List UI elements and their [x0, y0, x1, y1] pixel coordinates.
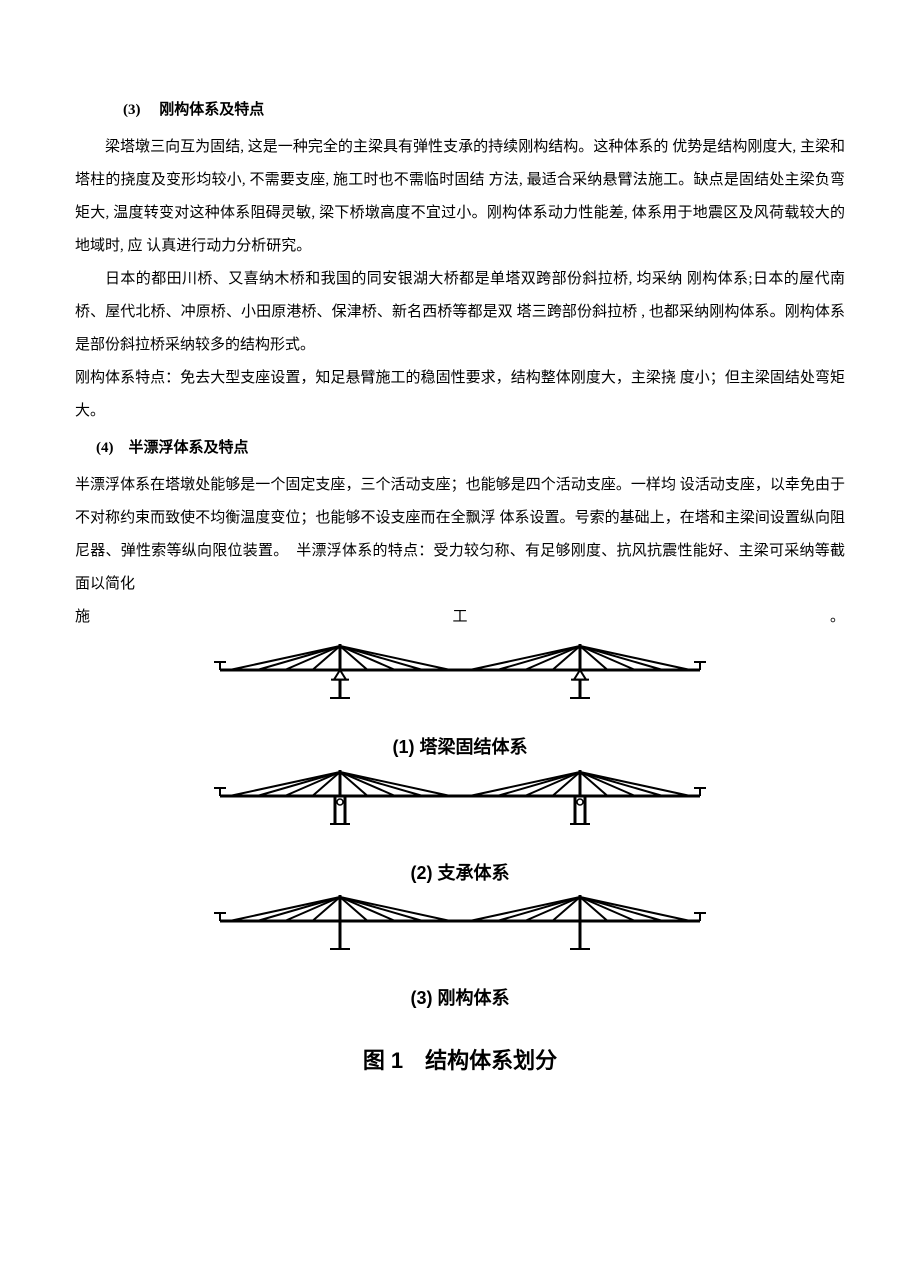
section-4-heading: (4) 半漂浮体系及特点 — [75, 432, 845, 465]
bridge-diagram-2: (2) 支承体系 — [75, 768, 845, 894]
spread-word-2: 工 — [452, 601, 467, 634]
section-3-para-3: 刚构体系特点：免去大型支座设置，知足悬臂施工的稳固性要求，结构整体刚度大，主梁挠… — [75, 362, 845, 428]
section-3-para-2: 日本的都田川桥、又喜纳木桥和我国的同安银湖大桥都是单塔双跨部份斜拉桥, 均采纳 … — [75, 263, 845, 362]
bridge-diagram-1: (1) 塔梁固结体系 — [75, 642, 845, 768]
bridge-label-3: (3) 刚构体系 — [75, 979, 845, 1019]
section-4-para-1: 半漂浮体系在塔墩处能够是一个固定支座，三个活动支座；也能够是四个活动支座。一样均… — [75, 469, 845, 601]
bridge-label-1: (1) 塔梁固结体系 — [75, 728, 845, 768]
section-3-heading: (3) 刚构体系及特点 — [75, 94, 845, 127]
spread-word-1: 施 — [75, 601, 90, 634]
bridge-diagram-3: (3) 刚构体系 — [75, 893, 845, 1019]
figure-caption: 图 1 结构体系划分 — [75, 1037, 845, 1085]
section-4-spread-line: 施 工 。 — [75, 601, 845, 634]
bridge-diagrams: (1) 塔梁固结体系 (2) 支承体系 (3) 刚构体系 — [75, 642, 845, 1019]
spread-word-3: 。 — [830, 601, 845, 634]
figure-block: (1) 塔梁固结体系 (2) 支承体系 (3) 刚构体系 图 1 结构体系划分 — [75, 642, 845, 1085]
section-3-para-1: 梁塔墩三向互为固结, 这是一种完全的主梁具有弹性支承的持续刚构结构。这种体系的 … — [75, 131, 845, 263]
bridge-label-2: (2) 支承体系 — [75, 854, 845, 894]
